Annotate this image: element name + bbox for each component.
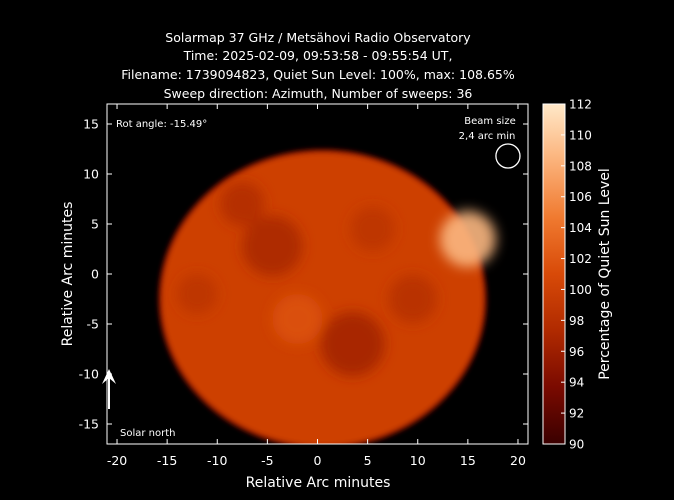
solar-disk	[158, 149, 496, 444]
y-tick-label: 0	[91, 267, 99, 282]
colorbar-tick-label: 112	[569, 98, 592, 112]
y-tick-label: -5	[87, 317, 99, 332]
title-line-2: Time: 2025-02-09, 09:53:58 - 09:55:54 UT…	[183, 48, 453, 63]
bright-region	[272, 293, 323, 345]
y-axis-ticks: -15 -10 -5 0 5 10 15	[79, 117, 528, 432]
solar-north-label: Solar north	[120, 428, 176, 439]
y-tick-label: 5	[91, 217, 99, 232]
colorbar-tick-label: 102	[569, 252, 592, 266]
beam-size-circle	[495, 143, 521, 169]
colorbar-tick-label: 90	[569, 438, 584, 452]
chart-title: Solarmap 37 GHz / Metsähovi Radio Observ…	[121, 30, 515, 101]
solar-north-arrow	[102, 369, 117, 409]
y-tick-label: 10	[83, 167, 99, 182]
north-arrow-head	[102, 369, 117, 384]
plot-area: -20 -15 -10 -5 0 5 10 15 20 -15 -10 -5 0 5 10 15 Rot a…	[79, 103, 529, 468]
colorbar-tick-label: 108	[569, 159, 592, 173]
colorbar-tick-label: 106	[569, 190, 592, 204]
dark-region	[320, 311, 385, 377]
x-tick-label: -15	[157, 453, 177, 468]
colorbar-tick-label: 92	[569, 407, 584, 421]
x-tick-label: -10	[207, 453, 227, 468]
x-tick-label: -20	[107, 453, 127, 468]
colorbar-tick-label: 110	[569, 128, 592, 142]
colorbar-tick-label: 98	[569, 314, 584, 328]
dark-region	[350, 206, 395, 252]
disk-features	[177, 181, 496, 377]
colorbar-tick-label: 96	[569, 345, 584, 359]
y-tick-label: -10	[79, 367, 99, 382]
x-tick-label: 10	[410, 453, 426, 468]
colorbar-tick-label: 100	[569, 283, 592, 297]
y-axis-label: Relative Arc minutes	[60, 202, 76, 347]
beam-size-label: Beam size	[464, 116, 515, 127]
dark-region	[220, 181, 265, 227]
colorbar-gradient	[542, 103, 566, 445]
x-tick-label: -5	[261, 453, 273, 468]
colorbar: 90 92 94 96 98 100 102 104 106 108 110 112 Percenta…	[542, 98, 613, 452]
x-axis-ticks: -20 -15 -10 -5 0 5 10 15 20	[107, 104, 526, 468]
x-tick-label: 15	[460, 453, 476, 468]
x-tick-label: 20	[510, 453, 526, 468]
colorbar-ticks: 90 92 94 96 98 100 102 104 106 108 110 112	[561, 98, 592, 452]
x-tick-label: 0	[314, 453, 322, 468]
bright-region	[439, 210, 496, 268]
title-line-1: Solarmap 37 GHz / Metsähovi Radio Observ…	[165, 30, 471, 45]
colorbar-tick-label: 104	[569, 221, 592, 235]
rot-angle-label: Rot angle: -15.49°	[116, 119, 207, 130]
dark-region	[388, 274, 437, 324]
colorbar-label: Percentage of Quiet Sun Level	[597, 168, 613, 380]
title-line-3: Filename: 1739094823, Quiet Sun Level: 1…	[121, 67, 515, 82]
y-tick-label: 15	[83, 117, 99, 132]
x-axis-label: Relative Arc minutes	[246, 475, 391, 491]
dark-region	[177, 273, 218, 315]
y-tick-label: -15	[79, 417, 99, 432]
x-tick-label: 5	[364, 453, 372, 468]
colorbar-tick-label: 94	[569, 376, 584, 390]
dark-region	[242, 215, 303, 277]
beam-size-value: 2,4 arc min	[459, 131, 516, 142]
title-line-4: Sweep direction: Azimuth, Number of swee…	[164, 86, 473, 101]
